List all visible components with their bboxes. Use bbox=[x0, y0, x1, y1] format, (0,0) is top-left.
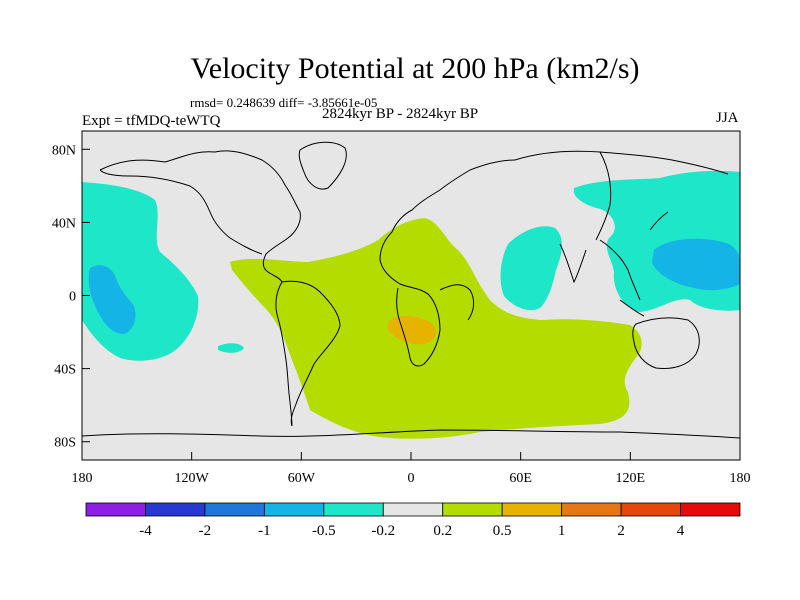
negative-anomaly-west-pacific-core bbox=[652, 238, 740, 291]
colorbar-swatch bbox=[442, 502, 503, 517]
colorbar-label: 4 bbox=[677, 523, 685, 539]
chart-title: Velocity Potential at 200 hPa (km2/s) bbox=[190, 52, 640, 85]
colorbar-swatch bbox=[323, 502, 384, 517]
colorbar-swatch bbox=[382, 502, 444, 517]
x-tick-label: 60W bbox=[288, 471, 316, 486]
colorbar: -4 -2 -1 -0.5 -0.2 0.2 0.5 1 2 4 bbox=[85, 502, 741, 539]
colorbar-swatch bbox=[204, 502, 265, 517]
negative-anomaly-east-pacific-core bbox=[88, 265, 136, 334]
y-tick-label: 40N bbox=[52, 216, 76, 231]
contour-fill-layer bbox=[82, 141, 740, 439]
colorbar-label: -1 bbox=[258, 523, 271, 539]
y-tick-label: 0 bbox=[69, 290, 76, 305]
rmsd-diff-stats: rmsd= 0.248639 diff= -3.85661e-05 bbox=[190, 95, 378, 110]
x-tick-label: 120W bbox=[175, 471, 210, 486]
colorbar-label: 0.5 bbox=[493, 523, 512, 539]
colorbar-swatch bbox=[85, 502, 146, 517]
period-label: 2824kyr BP - 2824kyr BP bbox=[322, 106, 479, 122]
x-tick-label: 120E bbox=[616, 471, 646, 486]
map-axes: 180 120W 60W 0 60E 120E 180 80N 40N 0 40S 80S bbox=[52, 143, 751, 486]
y-tick-label: 80S bbox=[54, 436, 76, 451]
negative-anomaly-indian-ocean bbox=[500, 226, 562, 311]
season-label: JJA bbox=[716, 110, 739, 126]
colorbar-swatch bbox=[501, 502, 563, 517]
x-tick-label: 60E bbox=[509, 471, 532, 486]
colorbar-swatch bbox=[680, 502, 741, 517]
colorbar-label: 1 bbox=[558, 523, 566, 539]
coastlines bbox=[82, 141, 740, 439]
colorbar-label: -2 bbox=[199, 523, 212, 539]
x-tick-label: 180 bbox=[72, 471, 93, 486]
colorbar-swatch bbox=[561, 502, 622, 517]
colorbar-label: 0.2 bbox=[433, 523, 452, 539]
colorbar-swatch bbox=[620, 502, 681, 517]
colorbar-label: 2 bbox=[617, 523, 625, 539]
positive-anomaly-region bbox=[230, 218, 642, 439]
y-tick-label: 80N bbox=[52, 143, 76, 158]
colorbar-swatch bbox=[145, 502, 206, 517]
x-tick-label: 0 bbox=[408, 471, 415, 486]
experiment-label: Expt = tfMDQ-teWTQ bbox=[82, 113, 221, 129]
colorbar-label: -0.5 bbox=[312, 523, 336, 539]
colorbar-label: -4 bbox=[139, 523, 152, 539]
negative-anomaly-small-patch bbox=[218, 343, 244, 353]
y-tick-label: 40S bbox=[54, 363, 76, 378]
x-tick-label: 180 bbox=[730, 471, 751, 486]
colorbar-swatch bbox=[263, 502, 325, 517]
colorbar-label: -0.2 bbox=[371, 523, 395, 539]
positive-anomaly-patch bbox=[560, 398, 612, 419]
